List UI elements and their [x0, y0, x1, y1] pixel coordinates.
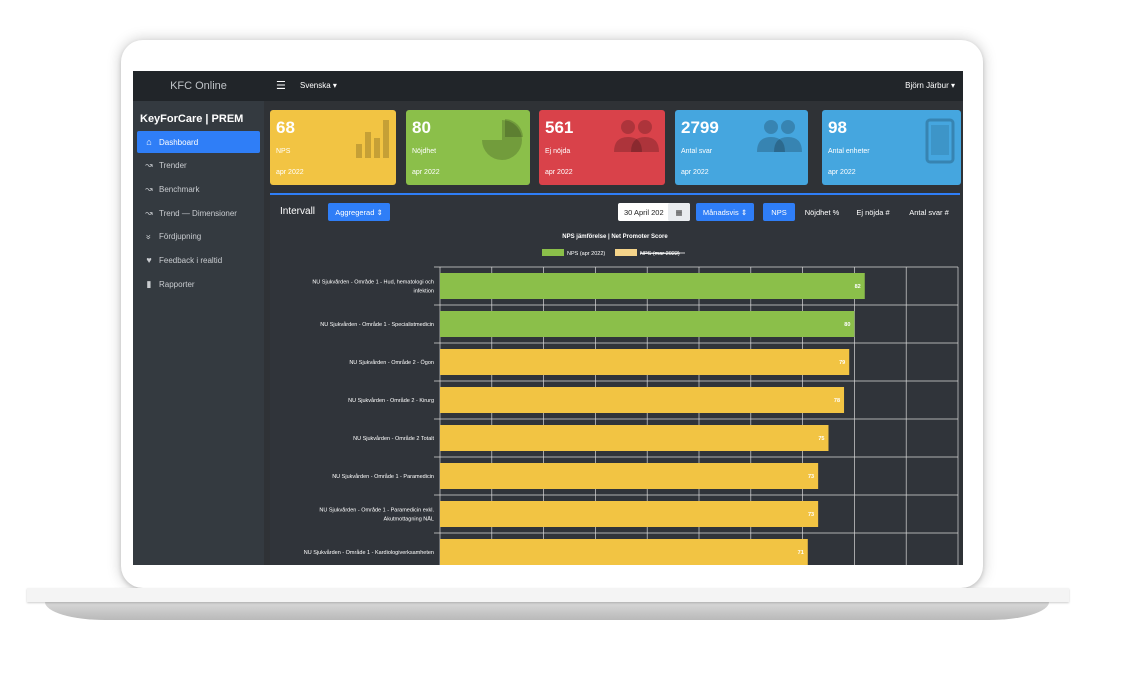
- category-label-3-0: NU Sjukvården - Område 2 - Kirurg: [348, 397, 434, 404]
- sidebar-item-label: Feedback i realtid: [159, 255, 223, 265]
- app-title: KeyForCare | PREM: [140, 113, 244, 125]
- stat-label: NPS: [276, 148, 291, 155]
- line-chart-icon: ↝: [145, 207, 153, 218]
- bar-value-label-4: 75: [818, 436, 824, 442]
- sidebar-item-label: Dashboard: [159, 137, 199, 147]
- sidebar-item-label: Rapporter: [159, 279, 195, 289]
- bar-value-label-0: 82: [855, 284, 861, 290]
- category-label-4-0: NU Sjukvården - Område 2 Totalt: [353, 435, 434, 442]
- category-label-7-0: NU Sjukvården - Område 1 - Kardiologiver…: [304, 549, 434, 556]
- heartbeat-icon: ♥: [146, 255, 152, 266]
- sidebar-item-label: Fördjupning: [159, 232, 202, 242]
- frequency-select[interactable]: Månadsvis ⇕: [696, 203, 754, 221]
- stat-period: apr 2022: [681, 169, 709, 176]
- laptop-base-shadow: [45, 602, 1049, 620]
- category-label-2-0: NU Sjukvården - Område 2 - Ögon: [349, 359, 434, 366]
- nps-bar-chart: NPS jämförelse | Net Promoter Score NPS (…: [304, 234, 959, 565]
- stat-value: 68: [276, 118, 295, 137]
- stat-value: 2799: [681, 118, 719, 137]
- stat-value: 561: [545, 118, 574, 137]
- stat-value: 80: [412, 118, 431, 137]
- sidebar-item-1[interactable]: ↝ Trender: [137, 155, 260, 177]
- language-dropdown[interactable]: Svenska ▾: [300, 81, 337, 90]
- stat-card-antal-svar[interactable]: 2799 Antal svar apr 2022: [675, 110, 808, 185]
- stat-label: Nöjdhet: [412, 148, 437, 155]
- sidebar: KFC Online KeyForCare | PREM ⌂ Dashboard ↝…: [133, 71, 264, 565]
- stat-label: Antal enheter: [828, 148, 870, 155]
- double-chevron-down-icon: »: [144, 234, 154, 240]
- bar-6: [440, 501, 819, 527]
- pie-chart-icon: [480, 118, 524, 167]
- stat-card-nps[interactable]: 68 NPS apr 2022: [270, 110, 396, 185]
- category-label-6-1: Akutmottagning NÄL: [384, 516, 434, 523]
- brand[interactable]: KFC Online: [133, 71, 264, 101]
- sidebar-item-label: Trend — Dimensioner: [159, 208, 237, 218]
- stat-label: Antal svar: [681, 148, 713, 155]
- users-icon: [613, 118, 659, 159]
- sidebar-item-6[interactable]: ▮ Rapporter: [137, 273, 260, 295]
- bar-value-label-3: 78: [834, 398, 840, 404]
- tab-antal-svar[interactable]: Antal svar #: [909, 207, 949, 217]
- sidebar-item-0[interactable]: ⌂ Dashboard: [137, 131, 260, 153]
- category-label-0-1: infektion: [414, 289, 435, 295]
- tab-ej-nojda[interactable]: Ej nöjda #: [856, 207, 890, 217]
- tablet-icon: [925, 118, 955, 169]
- users-icon: [756, 118, 802, 159]
- user-menu[interactable]: Björn Järbur ▾: [905, 81, 955, 90]
- file-icon: ▮: [146, 278, 152, 289]
- tab-nps[interactable]: NPS: [763, 203, 795, 221]
- app-screen: KFC Online KeyForCare | PREM ⌂ Dashboard ↝…: [133, 71, 963, 565]
- sidebar-item-2[interactable]: ↝ Benchmark: [137, 178, 260, 200]
- category-label-5-0: NU Sjukvården - Område 1 - Paramedicin: [332, 473, 434, 480]
- legend-swatch-1: [615, 249, 637, 256]
- legend-swatch-0: [542, 249, 564, 256]
- category-label-6-0: NU Sjukvården - Område 1 - Paramedicin e…: [319, 507, 434, 514]
- stat-period: apr 2022: [828, 169, 856, 176]
- bar-value-label-6: 73: [808, 512, 814, 518]
- stat-card-antal-enheter[interactable]: 98 Antal enheter apr 2022: [822, 110, 961, 185]
- stat-card-ej-n-jda[interactable]: 561 Ej nöjda apr 2022: [539, 110, 665, 185]
- laptop-base: [27, 588, 1069, 602]
- bar-value-label-7: 71: [798, 550, 804, 556]
- category-label-1-0: NU Sjukvården - Område 1 - Specialistmed…: [320, 321, 434, 328]
- bar-7: [440, 539, 808, 565]
- interval-label: Intervall: [280, 206, 316, 217]
- stat-period: apr 2022: [412, 169, 440, 176]
- sidebar-item-3[interactable]: ↝ Trend — Dimensioner: [137, 202, 260, 224]
- bar-value-label-5: 73: [808, 474, 814, 480]
- bar-5: [440, 463, 819, 489]
- home-icon: ⌂: [146, 137, 152, 147]
- chart-title: NPS jämförelse | Net Promoter Score: [562, 234, 668, 240]
- bar-value-label-2: 79: [839, 360, 845, 366]
- bar-1: [440, 311, 855, 337]
- bar-value-label-1: 80: [844, 322, 850, 328]
- bar-0: [440, 273, 865, 299]
- aggregation-select[interactable]: Aggregerad ⇕: [328, 203, 390, 221]
- sidebar-item-label: Benchmark: [159, 184, 200, 194]
- bar-2: [440, 349, 850, 375]
- sidebar-item-label: Trender: [159, 161, 187, 171]
- chart-panel: Intervall Aggregerad ⇕ 30 April 202 ▦ Må…: [270, 193, 960, 565]
- stat-period: apr 2022: [545, 169, 573, 176]
- stat-period: apr 2022: [276, 169, 304, 176]
- sidebar-nav: ⌂ Dashboard ↝ Trender ↝ Benchmark ↝ Trend — Dim…: [133, 131, 264, 295]
- bar-chart-icon: [354, 118, 390, 165]
- stat-label: Ej nöjda: [545, 148, 571, 155]
- bar-4: [440, 425, 829, 451]
- calendar-icon[interactable]: ▦: [668, 203, 690, 221]
- tab-nojdhet[interactable]: Nöjdhet %: [804, 207, 840, 217]
- stat-card-n-jdhet[interactable]: 80 Nöjdhet apr 2022: [406, 110, 530, 185]
- stat-value: 98: [828, 118, 847, 137]
- line-chart-icon: ↝: [145, 160, 153, 171]
- bar-3: [440, 387, 845, 413]
- category-label-0-0: NU Sjukvården - Område 1 - Hud, hematolo…: [312, 279, 434, 286]
- legend-entry-1: NPS (mar 2022): [640, 251, 680, 257]
- line-chart-icon: ↝: [145, 183, 153, 194]
- sidebar-item-5[interactable]: ♥ Feedback i realtid: [137, 249, 260, 271]
- legend-entry-0: NPS (apr 2022): [567, 251, 605, 257]
- top-navbar: ☰ Svenska ▾ Björn Järbur ▾: [264, 71, 963, 101]
- hamburger-icon[interactable]: ☰: [276, 80, 286, 92]
- sidebar-item-4[interactable]: » Fördjupning: [137, 226, 260, 248]
